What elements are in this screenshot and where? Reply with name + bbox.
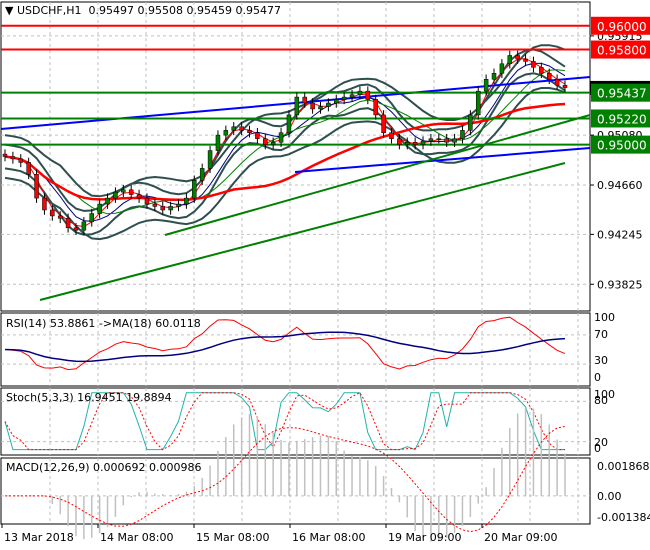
svg-text:16 Mar 08:00: 16 Mar 08:00: [292, 531, 365, 544]
svg-text:20: 20: [594, 436, 608, 449]
svg-text:0.93825: 0.93825: [597, 278, 643, 291]
symbol-label[interactable]: USDCHF,H1: [16, 4, 82, 17]
svg-text:0.95437: 0.95437: [597, 87, 647, 101]
close-value: 0.95477: [235, 4, 282, 17]
stoch-label: Stoch(5,3,3) 16.9451 19.8894: [6, 391, 172, 404]
chart-title: ▼ USDCHF,H1 0.95497 0.95508 0.95459 0.95…: [5, 4, 281, 17]
svg-text:80: 80: [594, 394, 608, 407]
svg-text:0: 0: [594, 442, 601, 455]
svg-text:0: 0: [594, 371, 601, 384]
svg-text:0.94660: 0.94660: [597, 179, 643, 192]
svg-text:15 Mar 08:00: 15 Mar 08:00: [196, 531, 269, 544]
svg-text:14 Mar 08:00: 14 Mar 08:00: [100, 531, 173, 544]
high-value: 0.95508: [137, 4, 184, 17]
svg-text:0.96000: 0.96000: [597, 20, 647, 34]
svg-text:13 Mar 2018: 13 Mar 2018: [4, 531, 74, 544]
macd-label: MACD(12,26,9) 0.000692 0.000986: [6, 461, 202, 474]
svg-text:0.95000: 0.95000: [597, 139, 647, 153]
svg-text:30: 30: [594, 354, 608, 367]
svg-text:100: 100: [594, 311, 615, 324]
svg-text:0.95800: 0.95800: [597, 44, 647, 58]
rsi-label: RSI(14) 53.8861 ->MA(18) 60.0118: [6, 317, 201, 330]
svg-text:70: 70: [594, 328, 608, 341]
svg-text:-0.001384: -0.001384: [597, 511, 650, 524]
low-value: 0.95459: [186, 4, 233, 17]
svg-text:20 Mar 09:00: 20 Mar 09:00: [484, 531, 557, 544]
svg-text:0.001868: 0.001868: [597, 460, 650, 473]
svg-text:19 Mar 09:00: 19 Mar 09:00: [388, 531, 461, 544]
svg-text:0.95220: 0.95220: [597, 112, 647, 126]
open-value: 0.95497: [88, 4, 135, 17]
svg-text:100: 100: [594, 388, 615, 401]
svg-text:0.00: 0.00: [597, 490, 622, 503]
symbol-dropdown-icon[interactable]: ▼: [5, 4, 14, 17]
svg-text:0.94245: 0.94245: [597, 228, 643, 241]
